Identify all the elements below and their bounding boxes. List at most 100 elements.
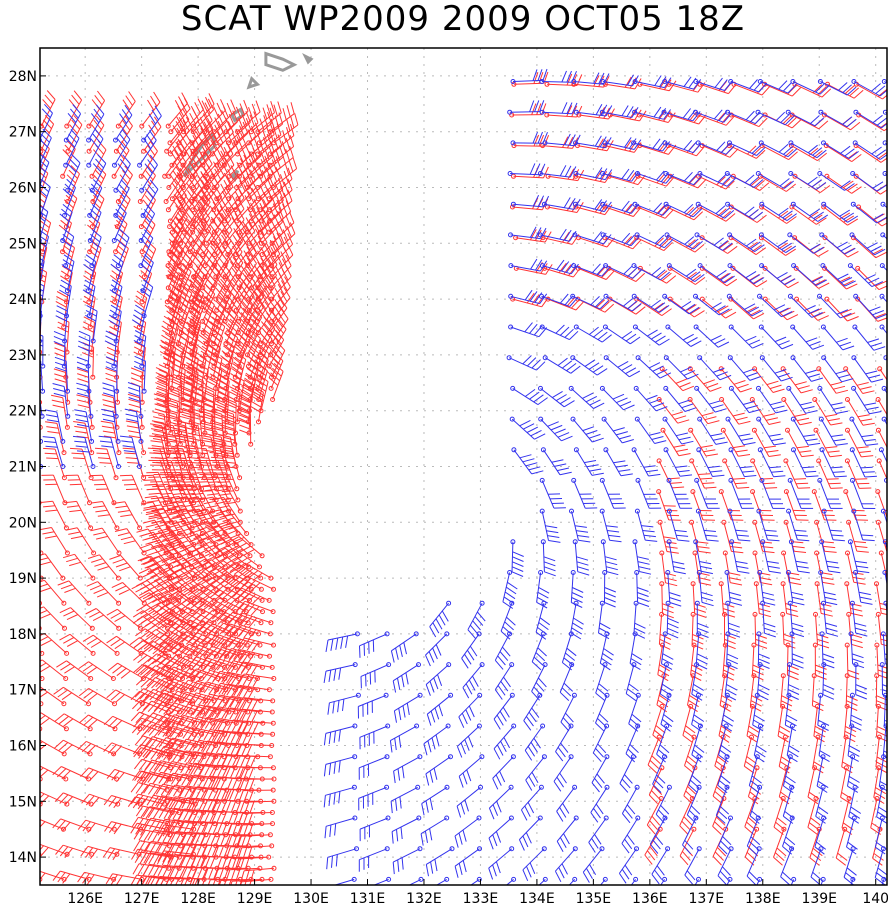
wind-barb-feather <box>173 222 183 233</box>
wind-barb-feather <box>225 800 232 813</box>
wind-barb-feather <box>194 707 204 718</box>
wind-barb-feather <box>143 864 150 876</box>
wind-barb-feather <box>167 606 178 615</box>
wind-barb-feather <box>111 270 122 279</box>
wind-barb-staff <box>117 662 144 679</box>
wind-barb-staff <box>124 501 141 529</box>
wind-barb-station <box>200 252 206 257</box>
wind-barb-feather <box>100 420 113 424</box>
wind-barb-feather <box>185 444 198 448</box>
wind-barb-feather <box>113 823 122 835</box>
wind-barb-station <box>190 129 196 135</box>
wind-barb-feather <box>151 795 159 807</box>
wind-barb-feather <box>154 523 167 528</box>
wind-barb-feather <box>136 818 144 829</box>
wind-barb-station <box>188 285 194 291</box>
wind-barb-feather <box>59 794 69 804</box>
wind-barb-feather <box>277 101 282 114</box>
wind-barb-feather <box>228 812 234 825</box>
wind-barb-feather <box>188 821 196 833</box>
wind-barb-feather <box>170 355 182 363</box>
wind-barb-feather <box>123 483 137 486</box>
wind-barb-feather <box>127 430 140 434</box>
wind-barb-station <box>181 664 186 670</box>
wind-barb-feather <box>40 579 45 583</box>
wind-barb-feather <box>142 806 151 817</box>
wind-barb-feather <box>152 785 161 796</box>
wind-barb-feather <box>168 820 176 832</box>
wind-barb-feather <box>128 403 141 408</box>
wind-barb-feather <box>152 595 163 603</box>
wind-barb-station <box>166 653 172 659</box>
wind-barb-feather <box>165 444 178 448</box>
wind-barb-feather <box>133 346 146 353</box>
wind-barb-feather <box>181 667 190 678</box>
wind-barb-feather <box>168 594 179 602</box>
wind-barb-feather <box>157 713 167 724</box>
wind-barb-feather <box>153 641 164 651</box>
wind-barb-feather <box>143 700 152 711</box>
wind-barb-feather <box>171 715 180 726</box>
wind-barb-feather <box>148 613 159 621</box>
wind-barb-station <box>180 631 186 637</box>
wind-barb-feather <box>186 449 199 453</box>
wind-barb-feather <box>40 583 48 588</box>
wind-barb-feather <box>63 245 74 254</box>
wind-barb-feather <box>124 115 133 127</box>
wind-barb-feather <box>180 762 188 774</box>
wind-barb-staff <box>162 507 180 534</box>
wind-barb-staff <box>85 819 115 830</box>
wind-barb-feather <box>155 539 167 545</box>
wind-barb-station <box>110 676 116 681</box>
wind-barb-feather <box>167 397 180 403</box>
wind-barb-station <box>61 826 66 832</box>
wind-barb-feather <box>191 299 201 309</box>
wind-barb-feather <box>162 447 175 450</box>
wind-barb-station <box>35 200 39 204</box>
wind-barb-feather <box>140 678 150 688</box>
wind-barb-feather <box>40 587 52 593</box>
wind-barb-station <box>63 726 69 732</box>
wind-barb-feather <box>11 610 22 614</box>
wind-barb-feather <box>122 120 131 131</box>
wind-barb-feather <box>210 139 217 151</box>
wind-barb-feather <box>126 425 139 429</box>
wind-barb-station <box>191 330 197 336</box>
wind-barb-feather <box>153 760 162 771</box>
wind-barb-feather <box>58 742 69 751</box>
wind-barb-feather <box>164 587 176 595</box>
wind-barb-feather <box>134 735 144 746</box>
wind-barb-feather <box>156 402 169 408</box>
wind-barb-station <box>202 229 208 235</box>
wind-barb-staff <box>191 152 212 177</box>
wind-barb-feather <box>162 646 173 655</box>
wind-barb-station <box>116 550 122 556</box>
wind-barb-feather <box>192 386 205 393</box>
wind-barb-feather <box>71 94 80 105</box>
wind-barb-feather <box>171 183 180 194</box>
wind-barb-feather <box>70 165 80 175</box>
wind-barb-feather <box>154 739 163 750</box>
wind-barb-staff <box>114 768 144 780</box>
wind-barb-feather <box>206 845 213 857</box>
wind-barb-feather <box>80 846 89 857</box>
wind-barb-station <box>200 162 206 168</box>
wind-barb-feather <box>176 276 186 286</box>
wind-barb-feather <box>161 596 173 604</box>
wind-barb-staff <box>183 108 204 133</box>
wind-barb-feather <box>163 611 174 619</box>
wind-barb-feather <box>197 229 206 241</box>
wind-barb-feather <box>216 823 223 835</box>
wind-barb-feather <box>111 770 120 781</box>
wind-barb-feather <box>174 728 183 739</box>
wind-barb-feather <box>632 239 642 250</box>
wind-barb-feather <box>211 190 220 202</box>
wind-barb-feather <box>116 149 125 160</box>
wind-barb-feather <box>4 869 12 878</box>
wind-barb-feather <box>90 797 100 807</box>
wind-barb-feather <box>144 712 154 723</box>
wind-barb-feather <box>158 566 170 573</box>
wind-barb-feather <box>187 410 200 415</box>
wind-barb-feather <box>176 127 184 139</box>
wind-barb-staff <box>91 198 105 227</box>
